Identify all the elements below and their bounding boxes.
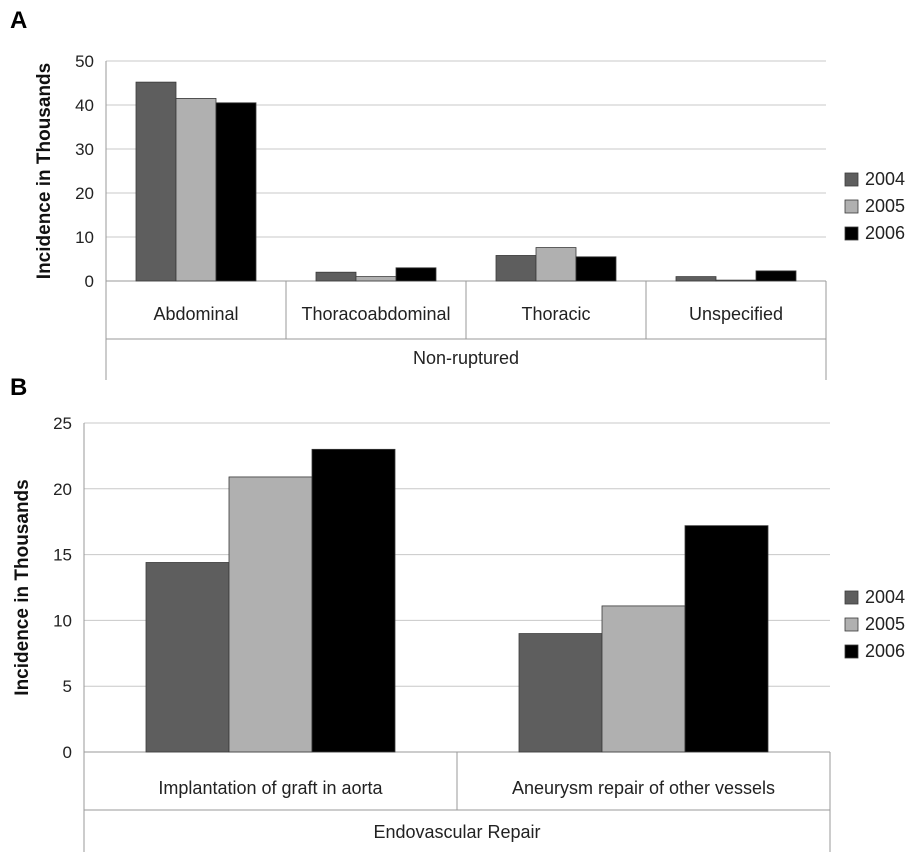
legend-label-2006: 2006	[865, 641, 905, 661]
category-label: Unspecified	[689, 304, 783, 324]
y-tick-label: 15	[53, 546, 72, 565]
y-axis-title: Incidence in Thousands	[34, 63, 55, 279]
legend-swatch-2005	[844, 199, 859, 214]
y-tick-label: 25	[53, 414, 72, 433]
y-tick-label: 30	[75, 140, 94, 159]
bar-2005-abdominal	[175, 98, 217, 282]
bar-2004-aneurysm-repair-of-other-vessels	[518, 633, 603, 753]
bar-2005-unspecified	[715, 279, 757, 282]
group-label: Non-ruptured	[413, 348, 519, 368]
y-tick-label: 40	[75, 96, 94, 115]
bar-2004-abdominal	[135, 81, 177, 282]
y-tick-label: 10	[75, 228, 94, 247]
bar-2006-thoracic	[575, 256, 617, 282]
chart-a: A 0 10 20 30 40 50 Abdominal Thoracoabdominal Tho…	[10, 7, 905, 380]
legend-swatch-2006	[844, 226, 859, 241]
bar-2004-unspecified	[675, 276, 717, 282]
legend-swatch-2004	[844, 590, 859, 605]
bar-2006-thoracoabdominal	[395, 267, 437, 282]
category-label: Implantation of graft in aorta	[158, 778, 383, 798]
bar-2004-thoracic	[495, 255, 537, 282]
group-label: Endovascular Repair	[373, 822, 540, 842]
bar-2005-aneurysm-repair-of-other-vessels	[601, 605, 686, 753]
legend-label-2004: 2004	[865, 587, 905, 607]
bar-2004-thoracoabdominal	[315, 271, 357, 282]
y-tick-label: 5	[63, 677, 72, 696]
y-tick-label: 0	[85, 272, 94, 291]
y-axis-title: Incidence in Thousands	[12, 479, 33, 695]
legend-label-2005: 2005	[865, 614, 905, 634]
legend-label-2005: 2005	[865, 196, 905, 216]
legend-swatch-2006	[844, 644, 859, 659]
chart-b: B 0 5 10 15 20 25 Implantation of graft in aort…	[10, 374, 905, 852]
bar-2006-aneurysm-repair-of-other-vessels	[684, 525, 769, 753]
category-label: Aneurysm repair of other vessels	[512, 778, 775, 798]
category-label: Thoracic	[521, 304, 590, 324]
bar-2006-implantation-of-graft-in-aorta	[311, 448, 396, 753]
legend-label-2006: 2006	[865, 223, 905, 243]
legend-swatch-2005	[844, 617, 859, 632]
y-tick-label: 10	[53, 611, 72, 630]
y-tick-label: 0	[63, 743, 72, 762]
bar-2004-implantation-of-graft-in-aorta	[145, 562, 230, 753]
panel-label-b: B	[10, 374, 27, 401]
category-label: Abdominal	[153, 304, 238, 324]
panel-label-a: A	[10, 7, 27, 34]
legend-swatch-2004	[844, 172, 859, 187]
bar-2006-unspecified	[755, 270, 797, 282]
y-tick-label: 20	[53, 480, 72, 499]
legend-label-2004: 2004	[865, 169, 905, 189]
y-tick-label: 50	[75, 52, 94, 71]
bar-2005-thoracic	[535, 247, 577, 282]
bar-2005-implantation-of-graft-in-aorta	[228, 476, 313, 753]
bar-2005-thoracoabdominal	[355, 276, 397, 282]
y-tick-label: 20	[75, 184, 94, 203]
bar-2006-abdominal	[215, 102, 257, 282]
category-label: Thoracoabdominal	[301, 304, 450, 324]
